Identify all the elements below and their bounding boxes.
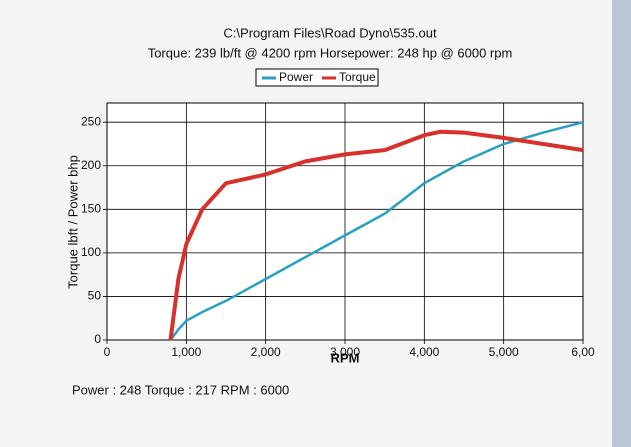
x-axis-label: RPM bbox=[331, 350, 360, 365]
x-tick-label: 5,000 bbox=[489, 345, 519, 359]
legend-label: Power bbox=[279, 70, 313, 84]
y-tick-label: 50 bbox=[88, 289, 102, 303]
y-tick-label: 0 bbox=[94, 332, 101, 346]
y-tick-label: 200 bbox=[81, 158, 101, 172]
y-tick-label: 150 bbox=[81, 201, 101, 215]
x-tick-label: 1,000 bbox=[171, 345, 201, 359]
legend-label: Torque bbox=[339, 70, 376, 84]
x-tick-label: 3,000 bbox=[330, 345, 360, 359]
x-tick-label: 0 bbox=[104, 345, 111, 359]
series-line bbox=[168, 129, 584, 341]
chart-title: C:\Program Files\Road Dyno\535.out bbox=[223, 25, 437, 40]
y-tick-label: 250 bbox=[81, 114, 101, 128]
y-axis-label: Torque lbft / Power bhp bbox=[65, 155, 80, 289]
x-tick-label: 4,000 bbox=[409, 345, 439, 359]
x-tick-label: 6,00 bbox=[571, 345, 595, 359]
chart-subtitle: Torque: 239 lb/ft @ 4200 rpm Horsepower:… bbox=[148, 45, 513, 60]
series-line bbox=[169, 120, 584, 341]
scan-edge bbox=[612, 0, 631, 447]
y-tick-label: 100 bbox=[81, 245, 101, 259]
x-tick-label: 2,000 bbox=[251, 345, 281, 359]
legend bbox=[255, 68, 379, 87]
footer: Power : 248 Torque : 217 RPM : 6000 bbox=[72, 382, 289, 397]
